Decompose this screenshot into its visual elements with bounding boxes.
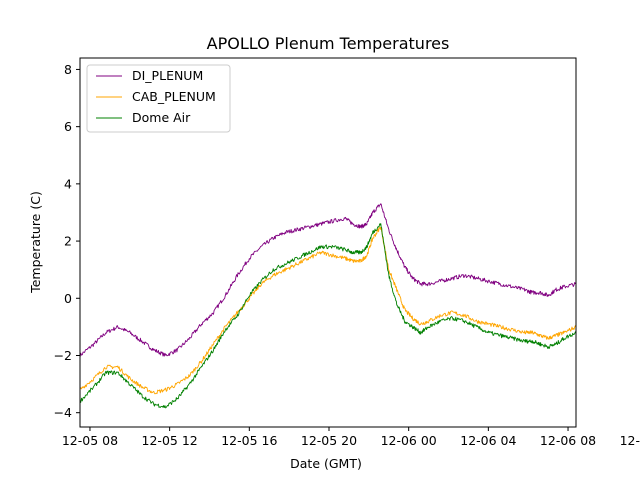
legend-label-dome-air: Dome Air — [132, 110, 191, 125]
y-axis-label: Temperature (C) — [28, 191, 43, 294]
y-axis-ticks: −4 −2 0 2 4 6 8 — [54, 62, 80, 420]
x-tick-label: 12-06 08 — [540, 433, 596, 448]
y-tick-label: 4 — [64, 176, 72, 191]
y-tick-label: −2 — [54, 348, 72, 363]
legend-label-di-plenum: DI_PLENUM — [132, 68, 203, 83]
x-tick-label: 12-05 16 — [221, 433, 277, 448]
series-line-dome-air — [80, 223, 576, 409]
y-tick-label: 2 — [64, 234, 72, 249]
x-tick-label: 12-05 20 — [301, 433, 357, 448]
legend-label-cab-plenum: CAB_PLENUM — [132, 89, 216, 104]
x-tick-label: 12-05 08 — [62, 433, 118, 448]
legend: DI_PLENUM CAB_PLENUM Dome Air — [86, 64, 231, 133]
chart-title: APOLLO Plenum Temperatures — [207, 34, 450, 53]
plot-frame — [79, 57, 577, 428]
y-tick-label: 0 — [64, 291, 72, 306]
y-tick-label: 6 — [64, 119, 72, 134]
x-axis-label: Date (GMT) — [290, 456, 362, 471]
x-tick-label: 12-06 12 — [620, 433, 640, 448]
plot-area — [79, 57, 577, 428]
y-tick-label: −4 — [54, 405, 72, 420]
x-axis-ticks: 12-05 08 12-05 12 12-05 16 12-05 20 12-06 00… — [62, 427, 640, 448]
legend-box — [86, 64, 231, 133]
x-tick-label: 12-05 12 — [142, 433, 198, 448]
series-line-di-plenum — [80, 203, 576, 358]
series-line-cab-plenum — [80, 226, 576, 395]
y-tick-label: 8 — [64, 62, 72, 77]
x-tick-label: 12-06 00 — [381, 433, 437, 448]
series-layer — [80, 203, 576, 409]
x-tick-label: 12-06 04 — [460, 433, 516, 448]
